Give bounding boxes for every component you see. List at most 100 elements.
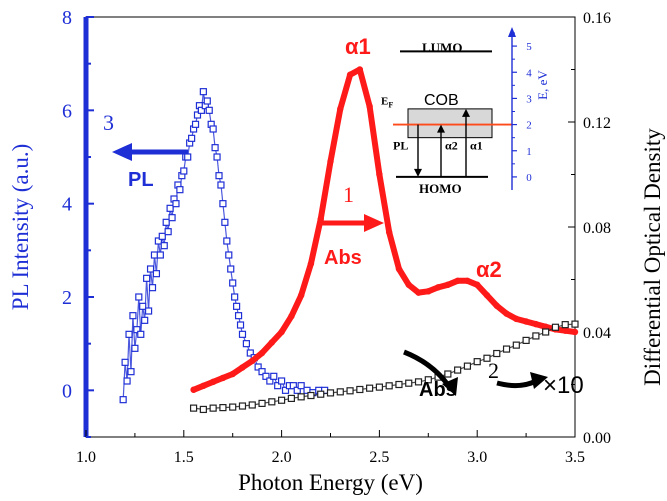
series-pl-point — [188, 134, 196, 142]
lumo-label: LUMO — [422, 40, 462, 55]
series-abs2-point — [219, 404, 227, 412]
series-abs1-point — [258, 349, 266, 357]
series-pl-point — [209, 125, 217, 133]
series-abs2-point — [229, 403, 237, 411]
series-abs1-point — [385, 229, 393, 236]
series-pl-point — [227, 265, 235, 273]
series-abs2-point — [317, 390, 325, 398]
inset-axis-arrow-icon — [508, 27, 516, 37]
series-abs2-point — [551, 323, 560, 331]
series-pl-point — [180, 167, 188, 175]
series-abs2-point — [209, 404, 217, 412]
series-abs1-point — [307, 260, 315, 267]
series-abs1-point — [356, 66, 364, 73]
series-abs1-point — [522, 318, 530, 325]
series-pl-point — [238, 330, 247, 338]
series-abs1-point — [513, 315, 520, 323]
energy-level-inset: 0 1 2 3 4 5 LUMO COB HOMO EF PL α2 α1 E, eV — [381, 27, 550, 196]
series-pl-point — [215, 172, 223, 180]
series-abs2-point — [278, 396, 286, 404]
series-pl-point — [162, 218, 170, 226]
series-abs1-line — [190, 66, 578, 393]
x-tick-label: 3.5 — [565, 449, 585, 466]
series-pl-point — [278, 377, 286, 385]
abs2-arrow2-head — [530, 372, 548, 389]
annotations: 3 PL 1 Abs α1 α2 Abs 2 ×10 — [103, 34, 584, 401]
series-abs1-point — [483, 292, 491, 299]
series-abs1-point — [190, 386, 197, 393]
series-abs1-point — [571, 328, 579, 336]
series-pl-point — [152, 270, 161, 278]
series-pl-point — [168, 214, 176, 222]
series-abs1 — [190, 66, 579, 393]
series-pl-point — [254, 363, 262, 371]
series-abs2-point — [483, 354, 491, 362]
series-pl-point — [219, 200, 227, 208]
right-y-tick-label: 0.12 — [583, 115, 611, 132]
series-abs2-point — [571, 320, 579, 328]
series-abs2-line — [193, 323, 576, 411]
series-abs1-point — [337, 105, 344, 113]
series-abs2-point — [385, 382, 393, 390]
abs2-scale-factor: ×10 — [543, 372, 584, 399]
series-abs1-point — [249, 357, 256, 365]
series-pl-point — [293, 386, 301, 394]
alpha1-transition-head — [462, 108, 470, 117]
series-abs2-point — [336, 388, 344, 396]
series-abs1-point — [229, 370, 236, 378]
series-abs1-point — [346, 71, 354, 78]
series-abs2-point — [189, 404, 198, 412]
abs1-label: Abs — [324, 247, 362, 269]
series-pl-point — [274, 382, 282, 390]
right-y-tick-label: 0.08 — [583, 220, 611, 237]
right-y-tick-label: 0.16 — [583, 10, 611, 27]
series-abs2-point — [297, 393, 305, 401]
series-abs1-point — [239, 364, 246, 371]
series-pl — [119, 88, 329, 404]
series-pl-point — [229, 279, 237, 287]
inset-tick-label: 3 — [526, 93, 532, 105]
series-pl-point — [125, 330, 133, 338]
series-abs2-point — [444, 370, 452, 378]
series-abs1-point — [415, 289, 422, 296]
fermi-main: E — [381, 96, 388, 108]
left-y-tick-label: 6 — [62, 100, 72, 122]
series-abs2-point — [542, 328, 550, 336]
series-abs2-point — [561, 321, 569, 329]
series-pl-point — [213, 153, 221, 161]
x-tick-label: 1.5 — [174, 449, 194, 466]
series-pl-point — [160, 242, 168, 250]
series-pl-point — [270, 372, 278, 380]
series-abs1-point — [532, 320, 540, 328]
series-pl-point — [144, 307, 153, 315]
x-tick-label: 2.5 — [369, 449, 389, 466]
series-abs1-point — [405, 281, 412, 288]
series-pl-point — [123, 377, 131, 385]
x-axis-label: Photon Energy (eV) — [238, 470, 423, 495]
series-abs2-point — [493, 349, 501, 358]
series-pl-point — [154, 237, 162, 245]
abs2-label: Abs — [419, 379, 457, 401]
series-pl-point — [217, 181, 225, 189]
series-pl-point — [121, 358, 129, 366]
series-pl-point — [281, 386, 290, 394]
series-pl-point — [197, 106, 206, 114]
series-pl-point — [137, 330, 145, 338]
cob-label: COB — [424, 92, 459, 109]
series-pl-point — [191, 120, 200, 128]
series-abs1-point — [209, 378, 217, 386]
abs1-series-number: 1 — [343, 182, 354, 207]
series-pl-point — [242, 340, 250, 348]
series-pl-point — [148, 284, 157, 292]
series-group — [119, 66, 579, 414]
series-abs1-point — [434, 284, 442, 291]
transition-arrows-icon — [414, 108, 470, 177]
series-pl-point — [211, 144, 219, 152]
series-abs2-point — [346, 387, 354, 395]
series-pl-point — [236, 321, 245, 329]
cob-band — [407, 108, 493, 139]
x-tick-label: 2.0 — [272, 449, 292, 466]
series-abs2 — [189, 320, 579, 414]
series-abs1-point — [493, 302, 500, 309]
left-y-tick-label: 8 — [62, 7, 72, 29]
